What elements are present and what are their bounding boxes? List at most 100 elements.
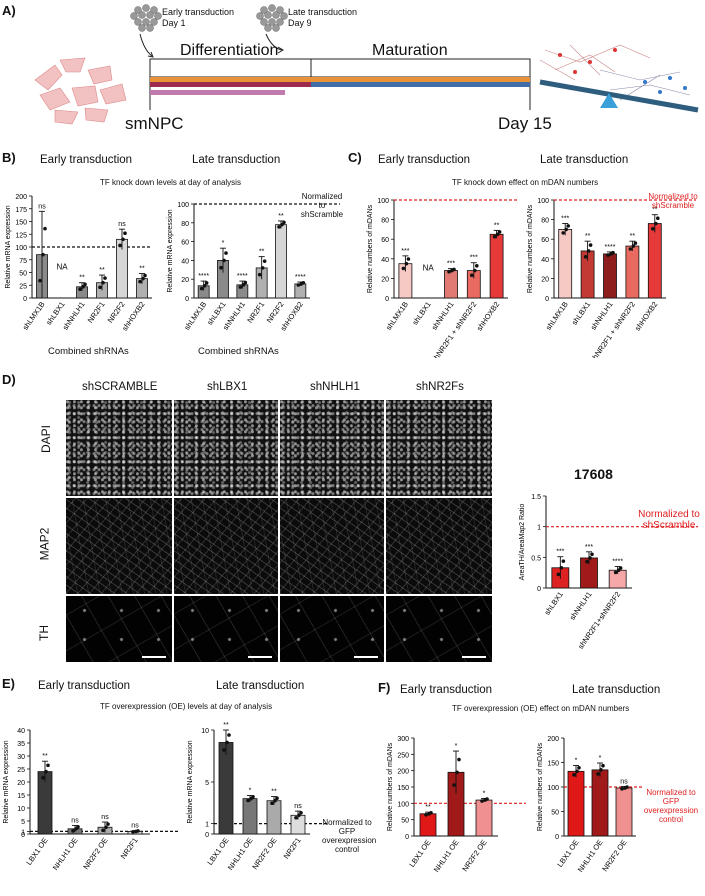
e-subtitle: TF overexpression (OE) levels at day of …	[100, 702, 273, 711]
data-point	[257, 272, 262, 277]
y-tick-label: 0	[545, 296, 549, 303]
data-point	[121, 237, 125, 242]
significance-label: ns	[71, 817, 79, 824]
category-label: shLBX1	[543, 590, 565, 617]
data-point	[227, 733, 231, 737]
data-point	[83, 282, 87, 287]
row-dapi: DAPI	[39, 424, 54, 454]
significance-label: ***	[470, 255, 478, 262]
y-tick-label: 200	[397, 769, 409, 776]
c-late-title: Late transduction	[540, 154, 629, 166]
data-point	[406, 257, 411, 261]
category-label: shHOXB2	[633, 300, 660, 332]
data-point	[251, 794, 255, 799]
b-combined-early: Combined shRNAs	[48, 346, 129, 357]
cell-cluster-icon	[130, 4, 162, 32]
d-chart-title: 17608	[574, 466, 613, 482]
panel-b-label: B)	[2, 150, 16, 165]
y-tick-label: 35	[17, 741, 25, 748]
bar	[294, 283, 307, 299]
bar	[218, 742, 234, 835]
data-point	[495, 232, 500, 237]
early-transduction-label: Early transduction	[162, 7, 235, 17]
timeline-bar-orange	[150, 77, 530, 82]
data-point	[613, 570, 618, 575]
data-point	[625, 785, 629, 789]
smnpc-label: smNPC	[125, 114, 184, 133]
c-subtitle: TF knock down effect on mDAN numbers	[452, 178, 599, 187]
late-transduction-label: Late transduction	[288, 7, 358, 17]
data-point	[299, 810, 303, 815]
significance-label: **	[223, 722, 229, 729]
data-point	[628, 247, 633, 251]
data-point	[222, 258, 226, 263]
y-tick-label: 20	[541, 276, 549, 283]
y-tick-label: 150	[15, 220, 27, 227]
smnpc-cells-icon	[34, 57, 127, 125]
data-point	[475, 264, 479, 268]
y-tick-label: 60	[541, 237, 549, 244]
data-point	[590, 552, 594, 557]
bar	[558, 229, 573, 299]
significance-label: ***	[447, 261, 455, 268]
data-point	[497, 230, 502, 234]
category-label: NR2F2 OE	[460, 838, 488, 873]
y-tick-label: 25	[19, 283, 27, 290]
y-tick-label: 40	[181, 258, 189, 265]
y-tick-label: 0	[537, 586, 541, 593]
micrograph-dapi-shnhlh1	[280, 400, 384, 496]
category-label: shHOXB2	[475, 300, 502, 332]
bar	[647, 223, 662, 299]
category-label: NR2F1	[245, 300, 266, 325]
data-point	[270, 801, 274, 806]
chart-d-ratio: 0 0.5 1 1.5 AreaTH/AreaMap2 Ratio *** shLBX1 **…	[519, 494, 698, 651]
category-label: shLMX1B	[21, 300, 47, 332]
data-point	[452, 267, 456, 272]
data-point	[46, 763, 50, 768]
y-axis-label: Relative numbers of mDANs	[527, 204, 534, 293]
data-point	[131, 830, 135, 834]
row-map2: MAP2	[37, 527, 52, 561]
data-point	[473, 268, 477, 273]
y-tick-label: 0	[405, 834, 409, 841]
data-point	[224, 251, 228, 255]
y-tick-label: 100	[377, 198, 389, 205]
data-point	[424, 812, 428, 817]
y-tick-label: 0	[21, 832, 25, 839]
y-tick-label: 200	[547, 736, 559, 743]
y-tick-label: 75	[19, 258, 27, 265]
y-tick-label: 25	[17, 767, 25, 774]
y-tick-label: 0	[205, 832, 209, 839]
data-point	[262, 259, 267, 263]
data-point	[404, 261, 409, 266]
data-point	[480, 799, 484, 803]
significance-label: *	[483, 790, 486, 797]
f-late-title: Late transduction	[572, 684, 661, 696]
bar	[419, 813, 437, 837]
data-point	[651, 227, 655, 231]
significance-label: ns	[294, 803, 302, 810]
data-point	[633, 241, 638, 245]
category-label: shNHLH1	[568, 590, 594, 622]
significance-label: **	[585, 233, 591, 240]
data-point	[559, 565, 564, 570]
micrograph-map2-shlbx1	[174, 498, 278, 594]
bar	[603, 253, 617, 299]
data-point	[138, 279, 142, 284]
significance-label: ns	[38, 203, 46, 210]
timeline-bar-blue	[311, 82, 530, 87]
significance-label: ns	[101, 814, 109, 821]
data-point	[455, 770, 459, 775]
data-point	[620, 787, 624, 791]
significance-label: **	[271, 789, 277, 796]
f-early-title: Early transduction	[400, 684, 493, 696]
panel-a-label: A)	[2, 3, 16, 18]
micrograph-th-shscramble	[66, 596, 172, 662]
y-tick-label: 10	[201, 728, 209, 735]
significance-label: **	[494, 222, 500, 229]
early-day-label: Day 1	[162, 18, 186, 28]
data-point	[71, 829, 75, 833]
significance-label: *	[222, 240, 225, 247]
